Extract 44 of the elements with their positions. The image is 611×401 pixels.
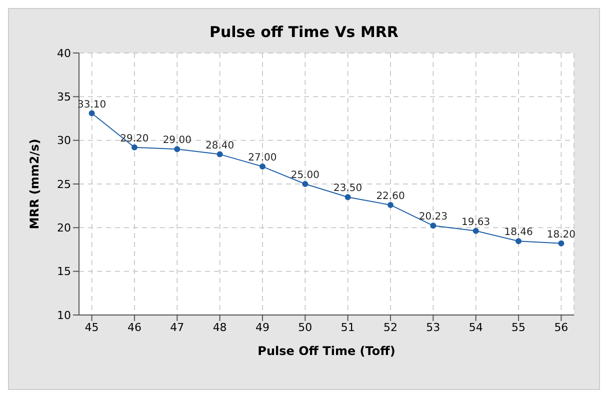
- y-tick-label: 35: [57, 90, 71, 104]
- point: [430, 222, 436, 229]
- point: [216, 151, 223, 158]
- x-axis-title: Pulse Off Time (Toff): [258, 344, 396, 358]
- x-tick-label: 56: [554, 320, 568, 334]
- data-label: 18.46: [504, 227, 533, 238]
- y-tick-label: 15: [57, 265, 71, 278]
- point: [88, 110, 95, 116]
- data-label: 25.00: [290, 170, 320, 181]
- point: [259, 164, 266, 170]
- x-tick-label: 50: [298, 320, 312, 334]
- point: [558, 240, 564, 246]
- y-tick-label: 25: [57, 178, 71, 191]
- x-tick-label: 51: [340, 320, 355, 334]
- data-label: 20.23: [418, 212, 448, 223]
- x-tick-label: 52: [384, 320, 398, 334]
- x-tick-label: 46: [127, 320, 142, 334]
- y-tick-label: 20: [57, 222, 71, 235]
- point: [472, 228, 479, 234]
- y-tick-label: 30: [57, 134, 71, 148]
- x-tick-label: 45: [84, 320, 99, 334]
- data-label: 19.63: [462, 216, 490, 228]
- x-tick-label: 53: [426, 320, 440, 334]
- point: [131, 144, 138, 150]
- y-axis-title: MRR (mm2/s): [27, 138, 42, 230]
- y-tick-label: 40: [57, 46, 71, 60]
- x-tick-label: 54: [468, 320, 483, 334]
- data-label: 22.60: [376, 190, 405, 202]
- data-label: 23.50: [334, 183, 362, 194]
- point: [388, 202, 394, 208]
- chart-title: Pulse off Time Vs MRR: [208, 22, 400, 43]
- data-label: 28.40: [206, 140, 234, 152]
- point: [174, 146, 180, 152]
- data-label: 27.00: [248, 152, 277, 164]
- x-tick-label: 48: [212, 320, 227, 334]
- x-tick-label: 55: [512, 320, 526, 334]
- point: [516, 238, 522, 244]
- point: [344, 194, 351, 200]
- data-label: 29.00: [162, 135, 192, 146]
- point: [302, 181, 308, 187]
- x-tick-label: 49: [255, 320, 270, 334]
- y-tick-label: 10: [57, 308, 71, 322]
- x-tick-label: 47: [170, 320, 184, 334]
- data-label: 18.20: [546, 229, 576, 240]
